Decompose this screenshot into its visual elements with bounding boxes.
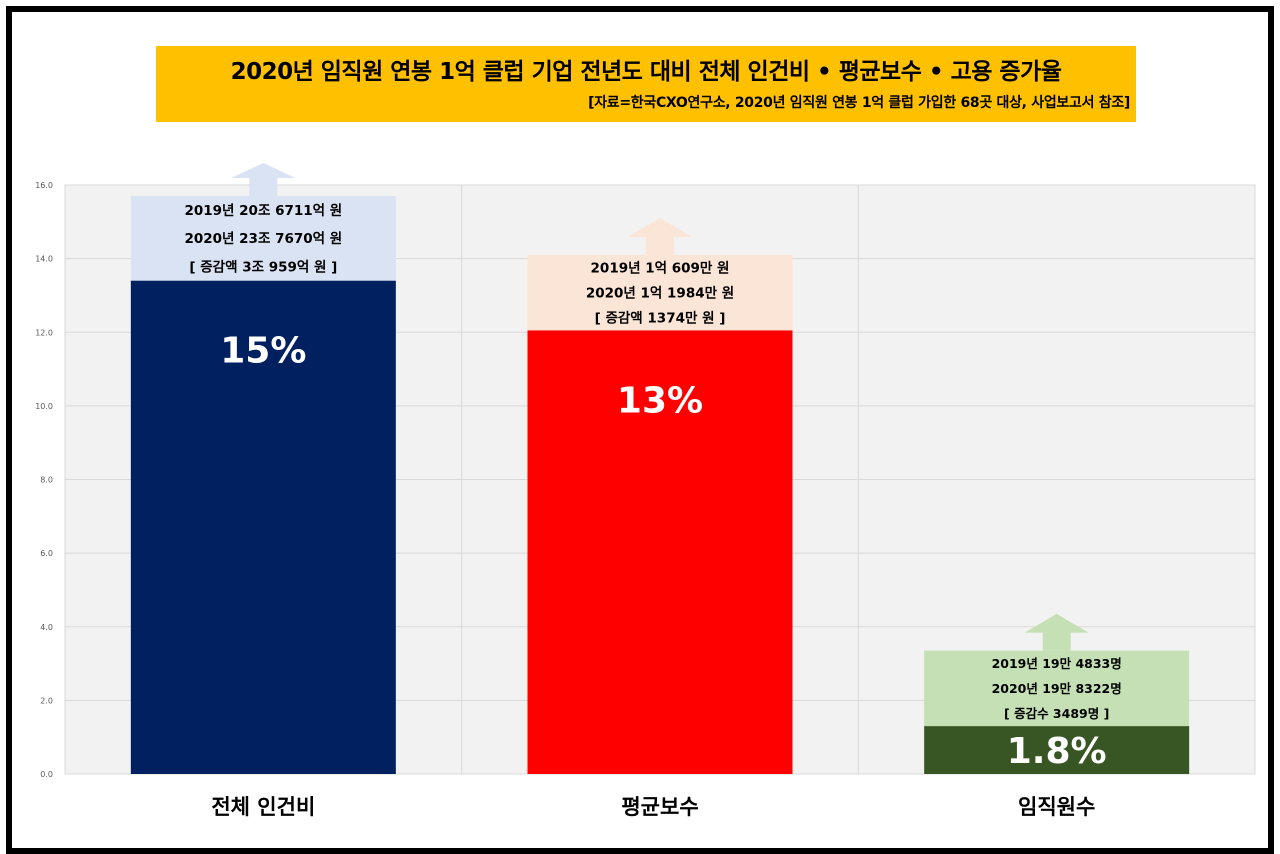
- x-tick-label: 전체 인건비: [211, 795, 315, 819]
- x-tick-label: 평균보수: [621, 795, 698, 819]
- data-label: 15%: [220, 331, 306, 372]
- y-tick-label: 14.0: [35, 255, 53, 264]
- y-tick-label: 6.0: [40, 549, 53, 558]
- increase-box: [924, 650, 1190, 727]
- y-tick-label: 10.0: [35, 402, 53, 411]
- y-tick-label: 8.0: [40, 476, 53, 485]
- annotation-text: [ 증감수 3489명 ]: [1004, 706, 1109, 721]
- title-banner: 2020년 임직원 연봉 1억 클럽 기업 전년도 대비 전체 인건비 • 평균…: [156, 46, 1136, 122]
- increase-arrow-icon: [628, 218, 692, 255]
- annotation-text: 2020년 19만 8322명: [992, 681, 1122, 696]
- bar: [924, 726, 1190, 774]
- data-label: 1.8%: [1007, 731, 1107, 772]
- annotation-text: 2019년 1억 609만 원: [591, 260, 730, 276]
- increase-box: [130, 196, 396, 281]
- annotation-text: 2019년 20조 6711억 원: [184, 203, 342, 219]
- y-tick-label: 16.0: [35, 181, 53, 190]
- y-tick-label: 0.0: [40, 770, 53, 779]
- increase-arrow-icon: [231, 162, 296, 197]
- data-label: 13%: [617, 380, 703, 421]
- annotation-text: 2020년 23조 7670억 원: [184, 231, 342, 247]
- bar: [527, 330, 793, 774]
- chart-subtitle: [자료=한국CXO연구소, 2020년 임직원 연봉 1억 클럽 가입한 68곳…: [588, 95, 1130, 111]
- y-tick-label: 12.0: [35, 328, 53, 337]
- increase-box: [527, 254, 793, 331]
- annotation-text: 2019년 19만 4833명: [992, 656, 1122, 671]
- annotation-text: [ 증감액 3조 959억 원 ]: [189, 258, 337, 275]
- increase-arrow-icon: [1024, 613, 1089, 651]
- y-tick-label: 2.0: [40, 696, 53, 705]
- annotation-text: [ 증감액 1374만 원 ]: [595, 310, 726, 327]
- x-tick-label: 임직원수: [1018, 795, 1095, 819]
- annotation-text: 2020년 1억 1984만 원: [586, 286, 734, 302]
- chart-title: 2020년 임직원 연봉 1억 클럽 기업 전년도 대비 전체 인건비 • 평균…: [230, 59, 1062, 85]
- bar: [130, 280, 396, 774]
- y-tick-label: 4.0: [40, 623, 53, 632]
